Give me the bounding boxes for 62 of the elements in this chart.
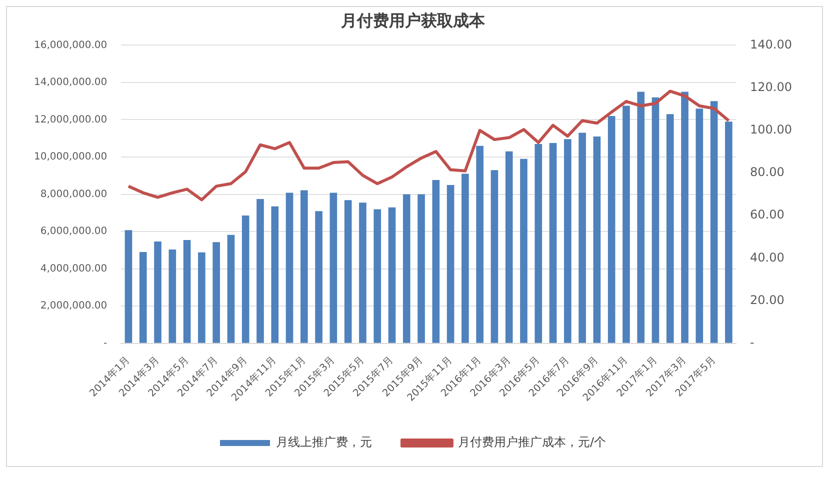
bar xyxy=(725,122,732,343)
bar xyxy=(505,151,513,343)
y-tick-label: 14,000,000.00 xyxy=(34,77,108,88)
y2-tick-label: - xyxy=(750,336,754,350)
bar xyxy=(490,170,498,343)
bar xyxy=(462,174,469,343)
bar xyxy=(256,198,264,343)
bar xyxy=(344,200,352,343)
bar xyxy=(432,180,440,343)
bar xyxy=(710,101,718,343)
bar xyxy=(374,209,382,343)
y-tick-label: 2,000,000.00 xyxy=(40,300,108,312)
y2-tick-label: 40.00 xyxy=(750,250,784,264)
bar xyxy=(300,190,308,343)
y2-tick-label: 60.00 xyxy=(750,208,784,222)
legend-label: 月线上推广费，元 xyxy=(276,435,372,450)
y-tick-label: 12,000,000.00 xyxy=(34,114,108,126)
y2-tick-label: 100.00 xyxy=(750,122,792,137)
y-tick-label: 10,000,000.00 xyxy=(34,152,108,163)
y2-tick-label: 120.00 xyxy=(750,80,792,94)
bar xyxy=(183,240,191,343)
bar xyxy=(212,242,220,343)
bar xyxy=(520,158,528,343)
bar xyxy=(578,132,586,343)
bar xyxy=(198,252,206,343)
bar xyxy=(637,92,645,343)
bar xyxy=(534,144,542,343)
bar xyxy=(242,216,250,343)
bar xyxy=(286,192,294,343)
bar xyxy=(549,143,557,343)
y-tick-label: 16,000,000.00 xyxy=(34,40,108,51)
bar xyxy=(124,230,132,343)
bar xyxy=(593,136,601,343)
legend-label: 月付费用户推广成本，元/个 xyxy=(458,435,606,450)
y-tick-label: - xyxy=(104,338,108,349)
bar xyxy=(359,202,366,343)
y2-tick-label: 80.00 xyxy=(750,165,784,180)
bar xyxy=(227,234,235,343)
bar xyxy=(402,194,410,343)
bar xyxy=(154,241,162,343)
bar xyxy=(330,192,338,343)
bar xyxy=(315,211,322,343)
bar xyxy=(168,249,176,343)
bar xyxy=(446,184,454,343)
bar xyxy=(681,92,688,343)
bar xyxy=(652,97,660,343)
bar xyxy=(608,116,616,343)
chart-title: 月付费用户获取成本 xyxy=(340,10,486,30)
bar xyxy=(564,139,572,343)
y2-tick-label: 20.00 xyxy=(750,292,784,307)
bar xyxy=(271,206,279,343)
bar xyxy=(476,146,484,343)
y-tick-label: 8,000,000.00 xyxy=(40,188,108,200)
y-tick-label: 4,000,000.00 xyxy=(40,263,108,274)
y-tick-label: 6,000,000.00 xyxy=(40,226,108,238)
bar xyxy=(418,194,425,343)
bar xyxy=(388,207,396,343)
y2-tick-label: 140.00 xyxy=(750,37,792,52)
bar xyxy=(696,108,704,343)
bar xyxy=(139,252,147,343)
bar xyxy=(622,106,630,343)
bar xyxy=(666,114,674,343)
